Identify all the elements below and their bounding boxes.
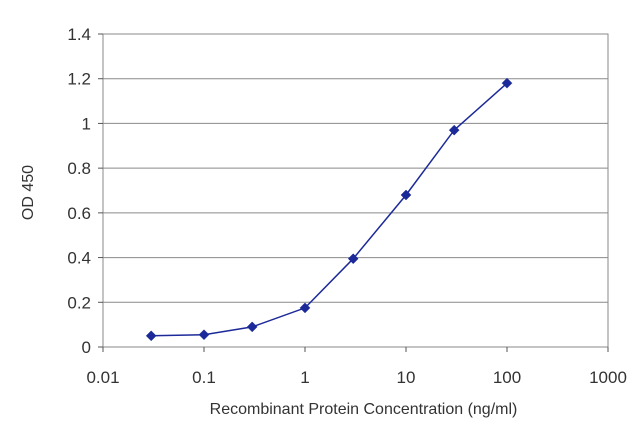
data-point [347,253,359,265]
series-layer [145,77,513,342]
data-point [198,329,210,341]
x-tick-label: 0.1 [192,368,216,387]
x-axis-title: Recombinant Protein Concentration (ng/ml… [210,401,518,418]
x-tick-label: 1000 [589,368,627,387]
y-tick-label: 0.4 [67,249,91,268]
gridlines [103,78,608,303]
x-axis-ticks: 0.01 0.1 1 10 100 1000 [86,347,627,387]
data-point [246,321,258,333]
y-tick-label: 0.6 [67,204,91,223]
y-tick-label: 0 [82,338,91,357]
data-point [448,124,460,136]
data-point [501,77,513,89]
x-tick-label: 10 [397,368,416,387]
x-tick-label: 1 [300,368,309,387]
x-tick-label: 100 [493,368,521,387]
y-tick-label: 0.8 [67,159,91,178]
y-tick-label: 1.4 [67,25,91,44]
y-tick-label: 1.2 [67,70,91,89]
y-tick-label: 1 [82,114,91,133]
data-point [145,330,157,342]
x-tick-label: 0.01 [86,368,119,387]
y-axis-title: OD 450 [20,165,37,220]
data-point [299,302,311,314]
data-point [400,189,412,201]
series-line [151,82,508,337]
plot-area [102,33,609,348]
y-tick-label: 0.2 [67,293,91,312]
y-axis-ticks: 0 0.2 0.4 0.6 0.8 1 1.2 1.4 [67,25,103,357]
